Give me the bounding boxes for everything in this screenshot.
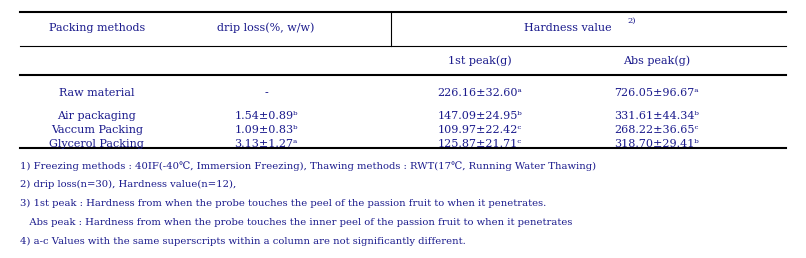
- Text: 331.61±44.34ᵇ: 331.61±44.34ᵇ: [614, 111, 700, 120]
- Text: Glycerol Packing: Glycerol Packing: [49, 139, 144, 149]
- Text: 1) Freezing methods : 40IF(-40℃, Immersion Freezing), Thawing methods : RWT(17℃,: 1) Freezing methods : 40IF(-40℃, Immersi…: [20, 161, 596, 171]
- Text: 4) a-c Values with the same superscripts within a column are not significantly d: 4) a-c Values with the same superscripts…: [20, 237, 466, 246]
- Text: 226.16±32.60ᵃ: 226.16±32.60ᵃ: [437, 88, 522, 98]
- Text: Air packaging: Air packaging: [57, 111, 136, 120]
- Text: 1.54±0.89ᵇ: 1.54±0.89ᵇ: [235, 111, 297, 120]
- Text: 1st peak(g): 1st peak(g): [448, 55, 511, 66]
- Text: 1.09±0.83ᵇ: 1.09±0.83ᵇ: [235, 125, 297, 135]
- Text: 125.87±21.71ᶜ: 125.87±21.71ᶜ: [438, 139, 521, 149]
- Text: 109.97±22.42ᶜ: 109.97±22.42ᶜ: [438, 125, 521, 135]
- Text: drip loss(%, w/w): drip loss(%, w/w): [218, 22, 314, 33]
- Text: Raw material: Raw material: [59, 88, 135, 98]
- Text: 3.13±1.27ᵃ: 3.13±1.27ᵃ: [235, 139, 297, 149]
- Text: 3) 1st peak : Hardness from when the probe touches the peel of the passion fruit: 3) 1st peak : Hardness from when the pro…: [20, 199, 546, 208]
- Text: 2): 2): [627, 16, 636, 25]
- Text: 268.22±36.65ᶜ: 268.22±36.65ᶜ: [615, 125, 699, 135]
- Text: Abs peak : Hardness from when the probe touches the inner peel of the passion fr: Abs peak : Hardness from when the probe …: [20, 218, 572, 227]
- Text: Abs peak(g): Abs peak(g): [623, 55, 691, 66]
- Text: 2) drip loss(n=30), Hardness value(n=12),: 2) drip loss(n=30), Hardness value(n=12)…: [20, 180, 236, 189]
- Text: 318.70±29.41ᵇ: 318.70±29.41ᵇ: [614, 139, 700, 149]
- Text: Hardness value: Hardness value: [525, 23, 612, 33]
- Text: 147.09±24.95ᵇ: 147.09±24.95ᵇ: [437, 111, 522, 120]
- Text: Vaccum Packing: Vaccum Packing: [51, 125, 143, 135]
- Text: 726.05±96.67ᵃ: 726.05±96.67ᵃ: [615, 88, 699, 98]
- Text: -: -: [264, 88, 268, 98]
- Text: Packing methods: Packing methods: [48, 23, 145, 33]
